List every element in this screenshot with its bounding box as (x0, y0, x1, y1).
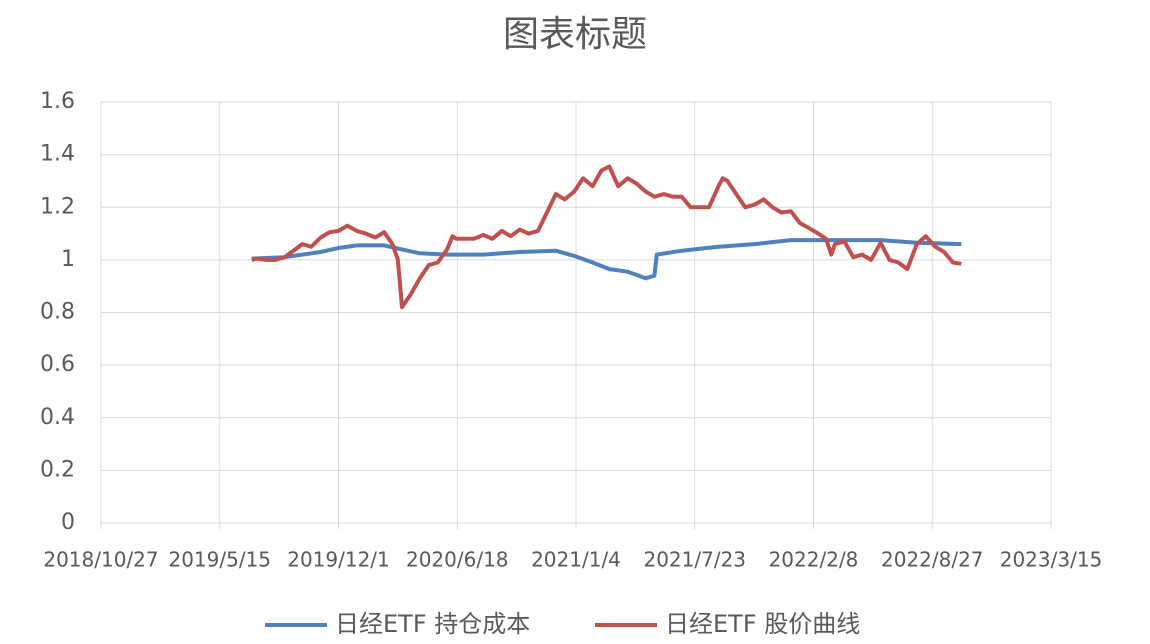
y-tick-label: 1.2 (40, 194, 75, 219)
x-tick-label: 2022/8/27 (881, 548, 984, 572)
x-tick-label: 2023/3/15 (1000, 548, 1103, 572)
chart-title: 图表标题 (503, 14, 647, 55)
x-tick-label: 2021/1/4 (531, 548, 621, 572)
y-tick-label: 1.6 (40, 89, 75, 114)
x-tick-label: 2019/12/1 (287, 548, 390, 572)
series-line (251, 164, 962, 310)
y-tick-label: 0.4 (40, 405, 75, 430)
y-tick-label: 0.2 (40, 457, 75, 482)
x-tick-label: 2018/10/27 (43, 548, 158, 572)
x-tick-label: 2022/2/8 (769, 548, 859, 572)
x-tick-label: 2021/7/23 (643, 548, 746, 572)
x-tick-label: 2020/6/18 (406, 548, 509, 572)
legend-label: 日经ETF 股价曲线 (665, 610, 860, 638)
y-tick-label: 0 (61, 510, 75, 535)
y-tick-label: 0.8 (40, 300, 75, 325)
legend-label: 日经ETF 持仓成本 (335, 610, 530, 638)
series-line (251, 238, 962, 281)
y-tick-label: 1 (61, 247, 75, 272)
y-tick-label: 1.4 (40, 142, 75, 167)
y-tick-label: 0.6 (40, 352, 75, 377)
x-tick-label: 2019/5/15 (168, 548, 271, 572)
